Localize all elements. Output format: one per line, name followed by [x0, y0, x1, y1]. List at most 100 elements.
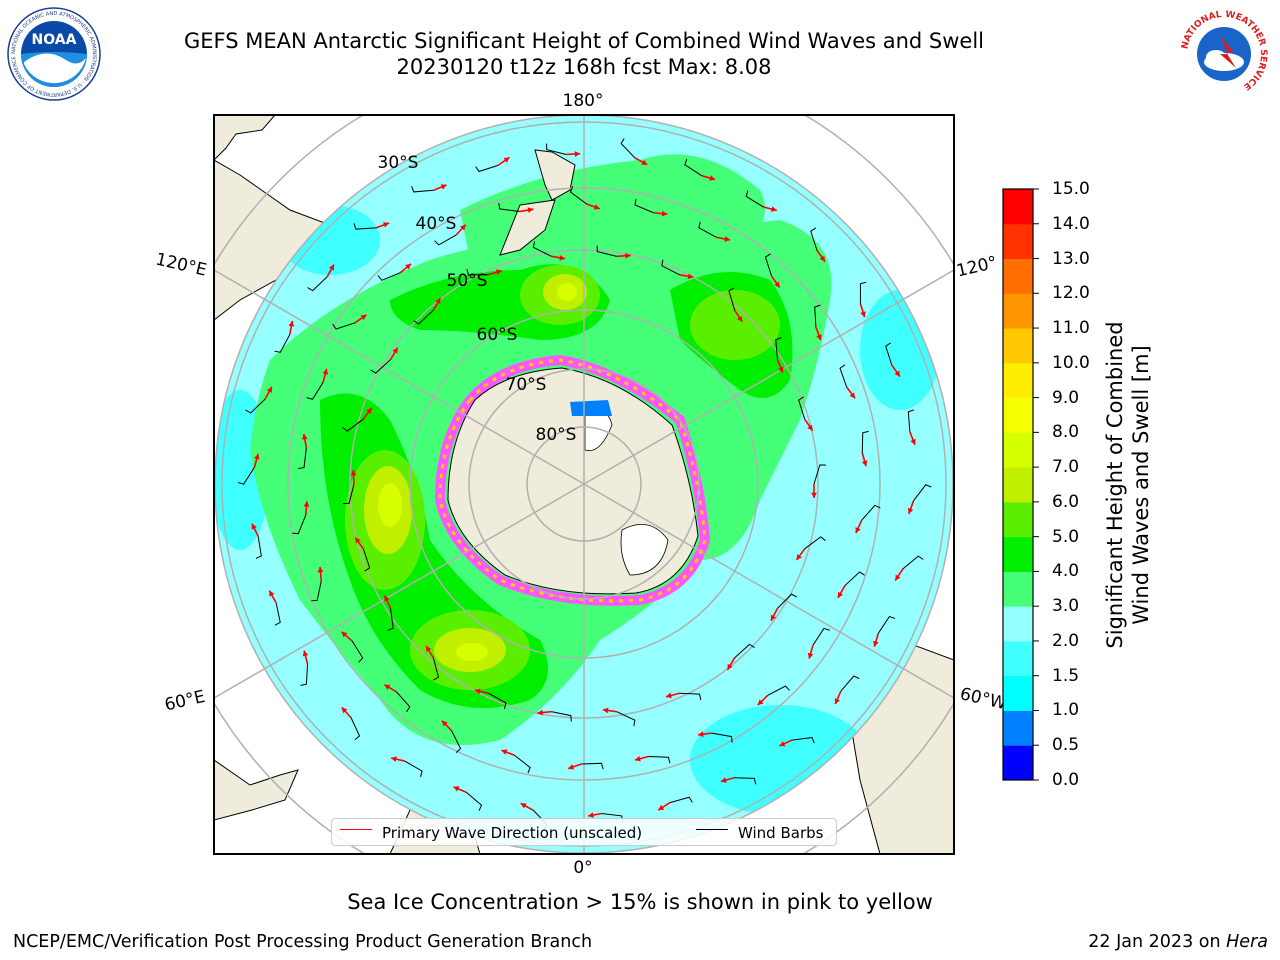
chart-title: GEFS MEAN Antarctic Significant Height o…	[183, 29, 985, 53]
wave-direction-arrow	[566, 151, 581, 157]
wave-legend-label: Primary Wave Direction (unscaled)	[382, 824, 643, 842]
wind-barb	[237, 467, 255, 485]
wave-direction-arrow	[587, 812, 603, 818]
colorbar-tick-label: 0.0	[1052, 770, 1080, 790]
footer-machine: Hera	[1226, 932, 1268, 952]
wave-direction-arrow	[501, 749, 515, 756]
wave-direction-arrow	[811, 484, 817, 498]
colorbar-tick-label: 10.0	[1052, 352, 1090, 373]
wind-barb	[844, 571, 865, 587]
wind-barb	[343, 483, 355, 505]
wind-barb	[298, 447, 307, 469]
wave-direction-arrow	[341, 631, 353, 642]
wind-barb	[466, 268, 489, 276]
wind-barb	[798, 396, 806, 420]
wind-barb	[255, 536, 262, 559]
wind-barb	[913, 484, 932, 501]
wave-direction-arrow	[720, 776, 735, 783]
wind-barb	[362, 548, 371, 572]
colorbar-tick-label: 2.0	[1052, 630, 1080, 651]
colorbar-segment	[1003, 258, 1033, 294]
wind-barb	[661, 259, 680, 276]
wave-direction-arrow	[804, 418, 814, 432]
wind-barb	[532, 241, 552, 257]
wave-direction-arrow	[726, 657, 736, 671]
wind-barb	[434, 234, 457, 246]
wave-direction-arrow	[586, 203, 601, 210]
wind-barb	[465, 791, 483, 811]
footer-date: 22 Jan 2023 on Hera	[1088, 932, 1268, 952]
wind-barb	[498, 202, 520, 213]
wind-barb	[396, 691, 411, 713]
wind-barb	[885, 342, 893, 366]
wave-direction-arrow	[757, 694, 769, 706]
wave-direction-arrow	[894, 568, 904, 581]
wave-direction-arrow	[837, 585, 846, 599]
wave-direction-arrow	[432, 297, 441, 311]
wave-direction-arrow	[341, 706, 352, 719]
colorbar-tick-label: 9.0	[1052, 387, 1080, 408]
wave-direction-arrow	[770, 607, 779, 622]
wind-barb	[411, 186, 434, 193]
noaa-logo: NATIONAL OCEANIC AND ATMOSPHERIC ADMINIS…	[7, 7, 101, 101]
wind-barb	[546, 143, 567, 155]
wave-direction-arrow	[634, 755, 649, 762]
wind-barb	[432, 657, 440, 681]
wave-direction-arrow	[763, 206, 777, 212]
wind-barb	[551, 711, 572, 722]
wave-direction-arrow	[616, 252, 631, 259]
wave-direction-arrow	[776, 359, 784, 373]
wave-direction-arrow	[855, 519, 863, 534]
wind-barb	[861, 504, 881, 521]
wave-direction-arrow	[474, 688, 489, 695]
wind-barb	[775, 337, 782, 360]
colorbar-label-line1: Significant Height of Combined	[1103, 321, 1127, 649]
wind-barb	[959, 475, 976, 492]
lon-label-120w: 120°	[955, 253, 999, 282]
wind-barb	[679, 692, 702, 701]
wind-barb	[607, 99, 626, 112]
wind-barb	[292, 515, 307, 535]
wind-barb	[839, 364, 848, 388]
wave-direction-arrow	[354, 536, 364, 550]
wave-direction-arrow	[268, 590, 277, 604]
colorbar-segment	[1003, 571, 1033, 607]
wave-direction-arrow	[834, 690, 842, 705]
wind-barb	[616, 711, 636, 727]
wind-barb	[792, 736, 815, 744]
colorbar-tick-label: 1.0	[1052, 700, 1080, 721]
wave-direction-arrow	[795, 548, 806, 561]
colorbar-tick-label: 7.0	[1052, 457, 1080, 478]
wind-barb	[342, 418, 364, 432]
wave-direction-arrow	[807, 644, 814, 659]
wave-direction-arrow	[816, 249, 826, 263]
wind-barb	[377, 272, 401, 281]
wave-direction-arrow	[733, 309, 744, 323]
wind-barb	[745, 190, 764, 208]
wave-direction-arrow	[657, 801, 671, 811]
wind-barb	[475, 164, 499, 173]
wave-direction-arrow	[861, 452, 868, 467]
wave-direction-arrow	[303, 501, 310, 516]
wind-barb	[569, 186, 587, 205]
colorbar-tick-label: 0.5	[1052, 735, 1080, 756]
wave-direction-arrow	[653, 210, 668, 217]
colorbar-segment	[1003, 606, 1033, 642]
wave-direction-arrow	[497, 156, 510, 167]
nws-logo: NATIONAL WEATHER SERVICE	[1178, 8, 1270, 100]
lat-label-40s: 40°S	[416, 214, 457, 234]
wind-barb	[669, 796, 693, 804]
wave-legend-swatch	[340, 829, 372, 830]
wind-barb	[199, 545, 214, 563]
colorbar-tick-label: 12.0	[1052, 283, 1090, 304]
wave-direction-arrow	[488, 269, 503, 276]
colorbar-segment	[1003, 328, 1033, 364]
wind-barb	[245, 398, 266, 414]
lat-label-70s: 70°S	[506, 375, 547, 395]
wind-barb	[861, 430, 869, 453]
wave-direction-arrow	[873, 633, 880, 647]
wind-barb	[684, 158, 702, 177]
colorbar-segment	[1003, 223, 1033, 260]
wave-direction-arrow	[665, 692, 680, 699]
wave-direction-arrow	[251, 523, 259, 537]
